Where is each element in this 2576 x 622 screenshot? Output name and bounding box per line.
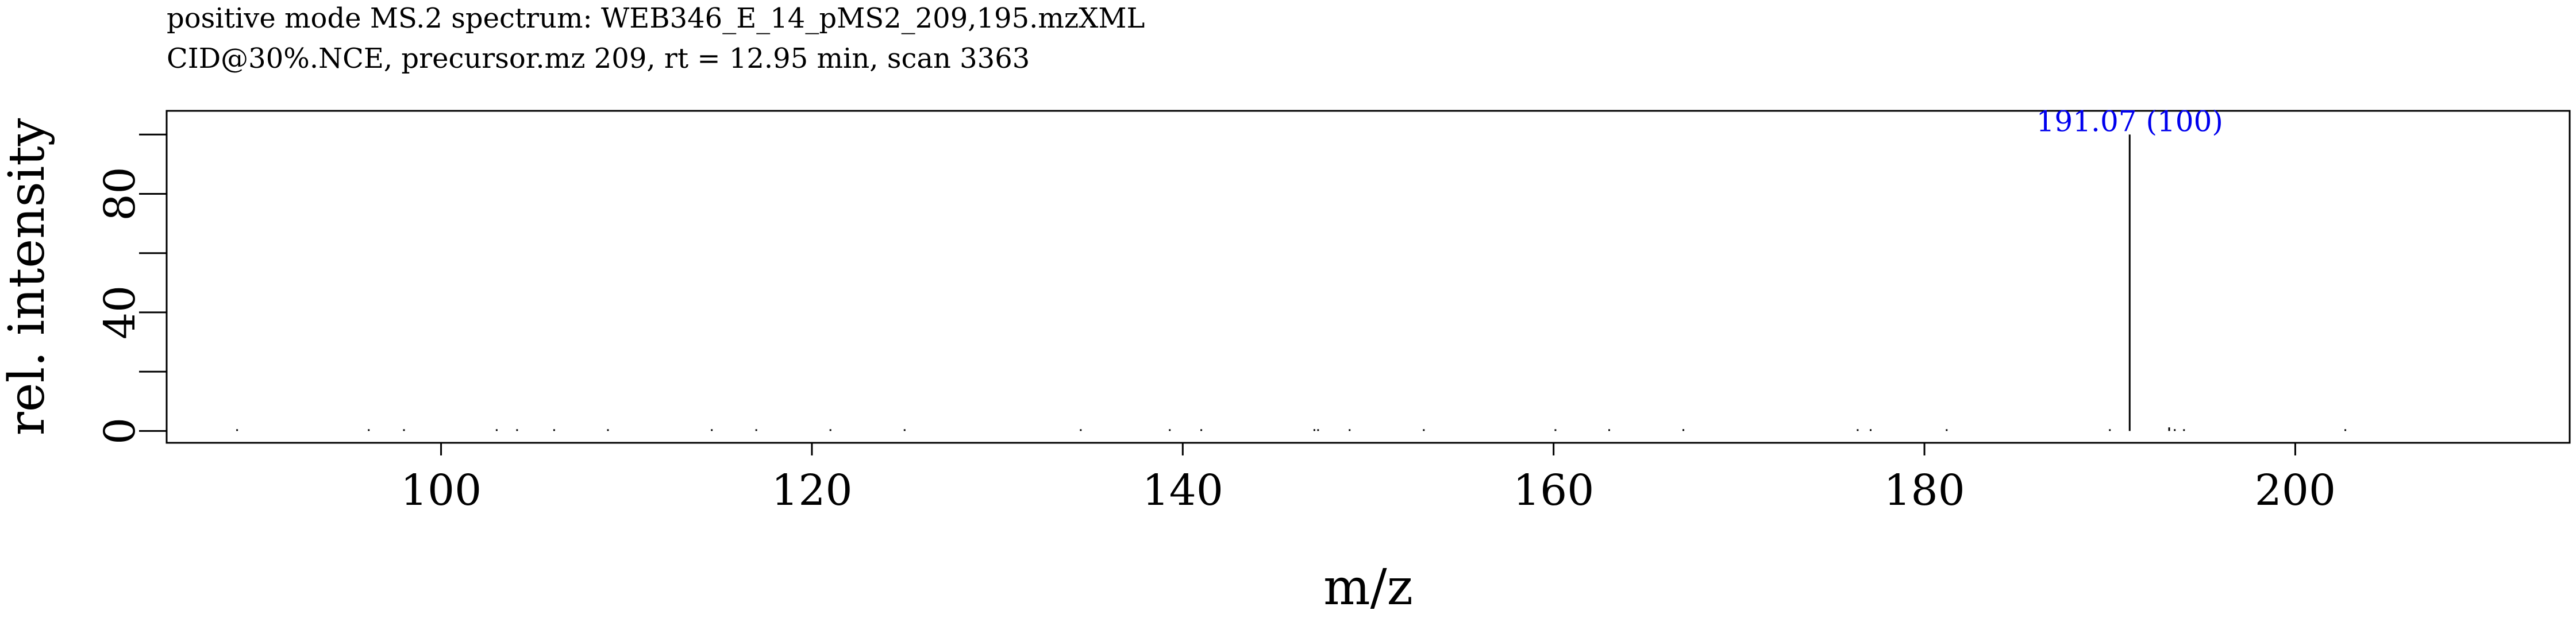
x-tick-label: 180 <box>1884 466 1965 515</box>
x-tick-label: 140 <box>1142 466 1223 515</box>
peak-series <box>236 134 2347 431</box>
chart-title: positive mode MS.2 spectrum: WEB346_E_14… <box>167 2 1145 34</box>
x-tick-label: 200 <box>2255 466 2336 515</box>
x-tick-label: 100 <box>401 466 482 515</box>
peak-label: 191.07 (100) <box>2036 105 2223 138</box>
y-tick-label: 80 <box>95 167 145 221</box>
x-axis-label: m/z <box>1323 559 1413 616</box>
y-axis-label: rel. intensity <box>0 118 56 435</box>
y-axis: 0 40 80 <box>95 133 167 445</box>
chart-subtitle: CID@30%.NCE, precursor.mz 209, rt = 12.9… <box>167 43 1030 75</box>
x-axis: 100 120 140 160 180 200 <box>401 443 2336 515</box>
y-tick-label: 0 <box>95 418 145 445</box>
x-tick-label: 160 <box>1513 466 1594 515</box>
y-tick-label: 40 <box>95 285 145 339</box>
peak-labels: 191.07 (100) <box>2036 105 2223 138</box>
plot-frame <box>165 110 2571 444</box>
x-tick-label: 120 <box>771 466 852 515</box>
